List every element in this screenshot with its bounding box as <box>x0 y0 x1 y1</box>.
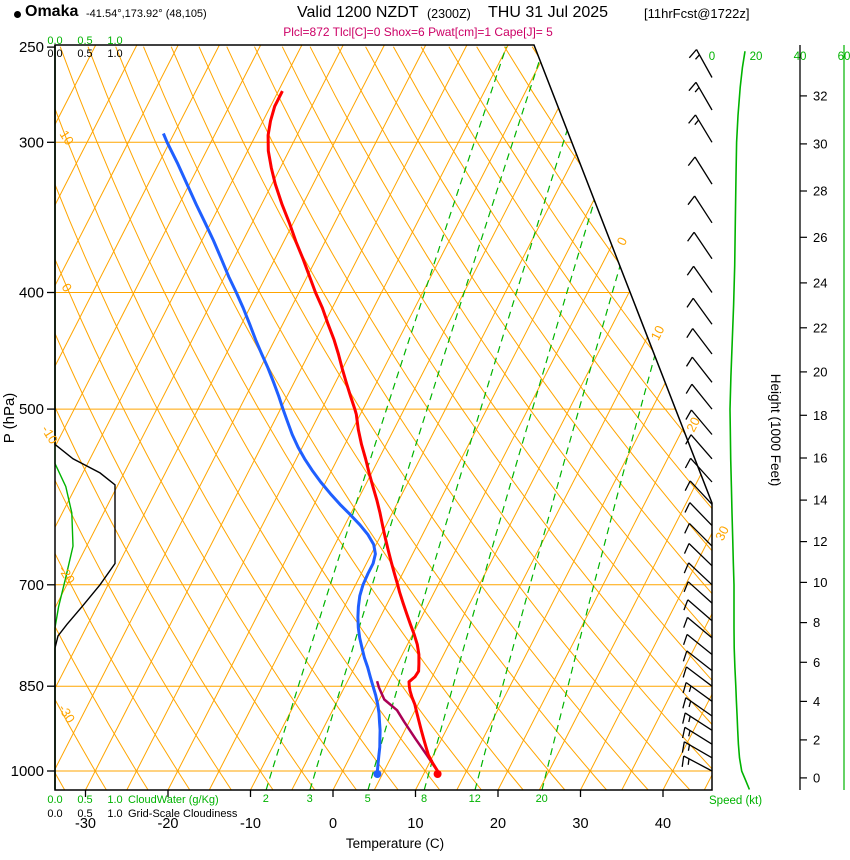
station-coords: -41.54°,173.92° (48,105) <box>86 8 207 20</box>
svg-text:1.0: 1.0 <box>107 794 122 806</box>
svg-text:300: 300 <box>19 134 44 151</box>
svg-text:6: 6 <box>813 655 820 670</box>
cloudiness-profile <box>54 45 116 790</box>
svg-text:0.0: 0.0 <box>47 35 62 47</box>
plot-frame <box>54 44 713 791</box>
svg-text:5: 5 <box>365 793 371 805</box>
svg-text:-10: -10 <box>240 816 261 832</box>
svg-text:20: 20 <box>536 793 548 805</box>
svg-text:20: 20 <box>683 415 703 435</box>
svg-text:0: 0 <box>813 770 820 785</box>
svg-text:30: 30 <box>572 816 588 832</box>
svg-text:Speed (kt): Speed (kt) <box>709 795 762 807</box>
station-name: Omaka <box>25 3 79 20</box>
svg-text:0: 0 <box>709 51 715 63</box>
svg-text:20: 20 <box>750 51 763 63</box>
mixing-ratio-labels: 2 3 5 8 12 20 <box>263 793 548 805</box>
svg-text:0.0: 0.0 <box>47 48 62 60</box>
svg-text:-10: -10 <box>38 423 61 447</box>
background-grid <box>55 45 712 790</box>
svg-text:CloudWater (g/Kg): CloudWater (g/Kg) <box>128 794 219 806</box>
svg-text:0.0: 0.0 <box>47 794 62 806</box>
svg-text:30: 30 <box>712 523 732 543</box>
svg-text:10: 10 <box>648 323 668 343</box>
svg-text:32: 32 <box>813 88 827 103</box>
svg-text:0.5: 0.5 <box>77 48 92 60</box>
station-bullet-icon <box>14 11 21 18</box>
svg-text:2: 2 <box>263 793 269 805</box>
svg-text:850: 850 <box>19 678 44 695</box>
isobar-lines <box>55 141 712 772</box>
speed-profile <box>729 51 751 790</box>
parcel-curve <box>375 680 439 772</box>
valid-time-label: Valid 1200 NZDT <box>297 4 419 21</box>
svg-text:10: 10 <box>813 575 827 590</box>
svg-text:12: 12 <box>813 534 827 549</box>
dewpoint-curve <box>162 132 382 772</box>
svg-text:-30: -30 <box>75 816 96 832</box>
surface-dewpoint-dot <box>373 770 382 778</box>
cloud-scale-labels: 0.00.00.00.00.50.50.50.51.01.01.01.0Clou… <box>47 35 238 820</box>
temperature-curve <box>266 90 439 772</box>
svg-text:400: 400 <box>19 285 44 302</box>
svg-text:500: 500 <box>19 401 44 418</box>
svg-text:20: 20 <box>490 816 506 832</box>
svg-text:1.0: 1.0 <box>107 35 122 47</box>
isotherm-lines <box>55 45 712 790</box>
svg-text:26: 26 <box>813 230 827 245</box>
svg-text:2: 2 <box>813 732 820 747</box>
svg-text:0.5: 0.5 <box>77 35 92 47</box>
svg-text:28: 28 <box>813 184 827 199</box>
valid-date-label: THU 31 Jul 2025 <box>488 4 609 21</box>
cloudwater-profile <box>54 45 74 790</box>
pressure-axis-labels: 250 300 400 500 700 850 1000 P (hPa) <box>1 39 55 780</box>
svg-text:24: 24 <box>813 275 827 290</box>
svg-text:12: 12 <box>469 793 481 805</box>
zulu-time-label: (2300Z) <box>427 7 471 21</box>
svg-text:-20: -20 <box>55 563 78 587</box>
svg-text:0.5: 0.5 <box>77 794 92 806</box>
svg-text:1000: 1000 <box>11 763 44 780</box>
svg-text:20: 20 <box>813 364 827 379</box>
svg-text:0.0: 0.0 <box>47 808 62 820</box>
svg-text:1.0: 1.0 <box>107 48 122 60</box>
forecast-hour-label: [11hrFcst@1722z] <box>644 6 750 21</box>
svg-text:4: 4 <box>813 694 820 709</box>
svg-text:8: 8 <box>421 793 427 805</box>
svg-text:14: 14 <box>813 493 827 508</box>
svg-text:16: 16 <box>813 451 827 466</box>
svg-text:60: 60 <box>838 51 850 63</box>
height-axis-title: Height (1000 Feet) <box>768 374 783 487</box>
svg-text:-20: -20 <box>158 816 179 832</box>
svg-text:10: 10 <box>407 816 423 832</box>
svg-text:Height (1000 Feet): Height (1000 Feet) <box>768 374 783 487</box>
svg-text:1.0: 1.0 <box>107 808 122 820</box>
isotherm-labels: 0 10 20 30 <box>614 235 732 543</box>
wind-barbs <box>681 49 713 772</box>
svg-text:10: 10 <box>57 128 77 148</box>
svg-text:8: 8 <box>813 615 820 630</box>
temperature-axis-labels: -30 -20 -10 0 10 20 30 40 Temperature (C) <box>75 790 671 851</box>
surface-temp-dot <box>433 770 442 778</box>
svg-text:0.5: 0.5 <box>77 808 92 820</box>
svg-text:250: 250 <box>19 39 44 56</box>
svg-text:30: 30 <box>813 136 827 151</box>
svg-text:Grid-Scale Cloudiness: Grid-Scale Cloudiness <box>128 808 238 820</box>
dry-adiabat-lines <box>55 46 712 790</box>
svg-text:22: 22 <box>813 320 827 335</box>
svg-text:3: 3 <box>307 793 313 805</box>
svg-text:Temperature (C): Temperature (C) <box>346 836 444 851</box>
svg-text:0: 0 <box>614 235 631 248</box>
svg-text:P (hPa): P (hPa) <box>1 393 18 444</box>
svg-text:700: 700 <box>19 577 44 594</box>
svg-text:-30: -30 <box>55 702 78 726</box>
mixing-ratio-lines <box>265 46 712 790</box>
svg-text:0: 0 <box>329 816 337 832</box>
svg-text:40: 40 <box>655 816 671 832</box>
svg-text:18: 18 <box>813 408 827 423</box>
sounding-indices: Plcl=872 Tlcl[C]=0 Shox=6 Pwat[cm]=1 Cap… <box>283 25 553 39</box>
